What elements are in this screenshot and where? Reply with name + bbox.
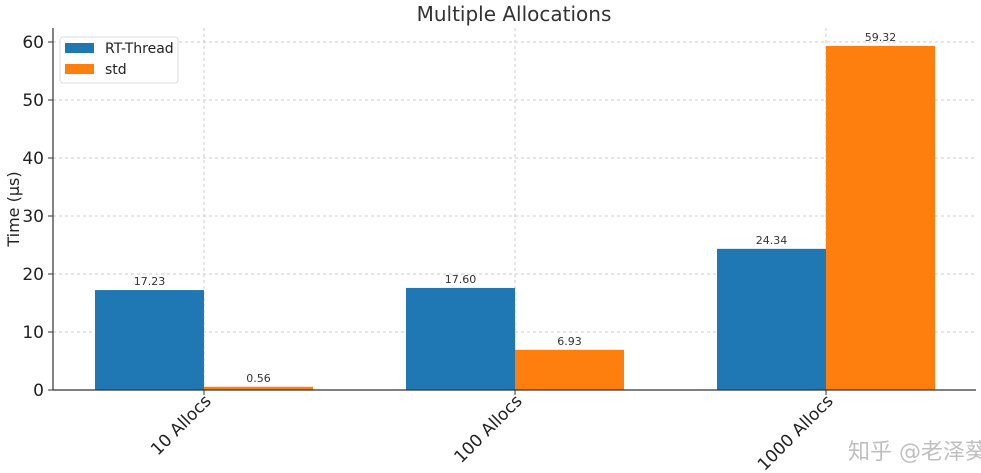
data-label: 17.23 (134, 275, 166, 288)
y-tick-label: 50 (22, 91, 44, 111)
legend-swatch-std (65, 64, 94, 74)
legend-label: RT-Thread (105, 41, 174, 57)
bar-rt-thread-0 (95, 290, 204, 390)
y-tick-label: 0 (33, 381, 44, 401)
y-tick-label: 30 (22, 207, 44, 227)
y-tick-label: 60 (22, 33, 44, 53)
legend-swatch-rt-thread (65, 43, 94, 53)
bar-rt-thread-1 (406, 287, 515, 390)
data-label: 17.60 (445, 273, 477, 286)
y-tick-label: 40 (22, 149, 44, 169)
x-tick-label: 100 Allocs (450, 391, 526, 467)
x-tick-label: 10 Allocs (147, 391, 215, 459)
y-tick-label: 20 (22, 265, 44, 285)
chart-title: Multiple Allocations (417, 2, 612, 26)
data-label: 0.56 (246, 372, 271, 385)
bar-std-0 (204, 386, 313, 390)
y-tick-label: 10 (22, 323, 44, 343)
data-label: 24.34 (756, 234, 788, 247)
bar-rt-thread-2 (717, 248, 826, 390)
data-label: 6.93 (557, 335, 582, 348)
x-tick-label: 1000 Allocs (754, 391, 838, 473)
watermark: 知乎 @老泽葵 (848, 440, 981, 465)
bar-std-2 (826, 45, 935, 390)
bar-std-1 (515, 349, 624, 390)
y-axis-label: Time (µs) (4, 171, 23, 247)
legend-label: std (105, 62, 127, 78)
data-label: 59.32 (865, 31, 897, 44)
